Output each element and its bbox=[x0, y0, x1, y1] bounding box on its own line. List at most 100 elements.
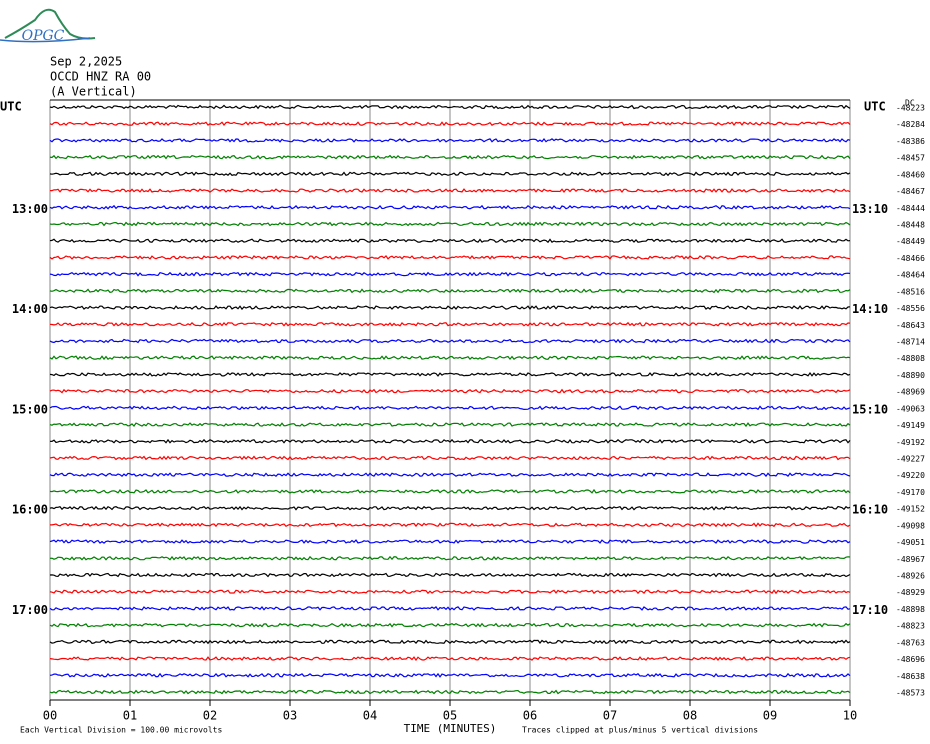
trace bbox=[49, 221, 851, 227]
dc-label: -49220 bbox=[896, 471, 925, 480]
dc-label: -48696 bbox=[896, 655, 925, 664]
component: (A Vertical) bbox=[50, 85, 137, 99]
dc-label: -48516 bbox=[896, 287, 925, 296]
x-tick-label: 08 bbox=[683, 709, 697, 723]
trace bbox=[49, 138, 851, 143]
trace bbox=[49, 455, 851, 461]
dc-label: -48386 bbox=[896, 137, 925, 146]
dc-label: -48444 bbox=[896, 204, 925, 213]
trace bbox=[49, 104, 851, 110]
trace bbox=[49, 305, 851, 311]
x-tick-label: 03 bbox=[283, 709, 297, 723]
x-tick-label: 06 bbox=[523, 709, 537, 723]
trace bbox=[49, 689, 851, 695]
x-tick-label: 09 bbox=[763, 709, 777, 723]
scale-note: Each Vertical Division = 100.00 microvol… bbox=[20, 726, 222, 735]
x-tick-label: 10 bbox=[843, 709, 857, 723]
dc-label: -48890 bbox=[896, 371, 925, 380]
trace bbox=[49, 639, 851, 645]
x-axis-label: TIME (MINUTES) bbox=[404, 722, 497, 735]
dc-label: -49063 bbox=[896, 404, 925, 413]
left-time-label: 16:00 bbox=[12, 503, 48, 517]
trace bbox=[50, 522, 851, 528]
dc-label: -48926 bbox=[896, 572, 925, 581]
dc-label: -49152 bbox=[896, 505, 925, 514]
dc-label: -48460 bbox=[896, 170, 925, 179]
left-axis-label: UTC bbox=[0, 100, 22, 114]
trace bbox=[49, 388, 851, 394]
subtitle: OCCD HNZ RA 00 bbox=[50, 70, 151, 84]
dc-label: -48448 bbox=[896, 221, 925, 230]
right-time-label: 17:10 bbox=[852, 603, 888, 617]
dc-label: -48808 bbox=[896, 354, 925, 363]
dc-label: -48638 bbox=[896, 672, 925, 681]
trace bbox=[49, 622, 851, 628]
x-tick-label: 05 bbox=[443, 709, 457, 723]
trace bbox=[49, 371, 851, 377]
dc-label: -48643 bbox=[896, 321, 925, 330]
dc-label: -48969 bbox=[896, 388, 925, 397]
right-axis-label: UTC bbox=[864, 100, 886, 114]
trace bbox=[49, 204, 851, 210]
left-time-label: 13:00 bbox=[12, 202, 48, 216]
trace bbox=[49, 154, 851, 160]
trace bbox=[49, 171, 851, 177]
trace bbox=[49, 488, 851, 494]
trace bbox=[49, 555, 851, 561]
trace bbox=[49, 656, 851, 662]
dc-label: -49227 bbox=[896, 455, 925, 464]
trace bbox=[49, 438, 851, 444]
trace bbox=[50, 188, 851, 194]
right-time-label: 13:10 bbox=[852, 202, 888, 216]
trace bbox=[49, 539, 851, 544]
dc-label: -48573 bbox=[896, 689, 925, 698]
dc-label: -48763 bbox=[896, 638, 925, 647]
logo-mark bbox=[4, 8, 96, 40]
dc-label: DC bbox=[905, 99, 915, 108]
dc-label: -48467 bbox=[896, 187, 925, 196]
x-tick-label: 04 bbox=[363, 709, 377, 723]
dc-label: -48464 bbox=[896, 271, 925, 280]
right-time-label: 16:10 bbox=[852, 503, 888, 517]
left-time-label: 15:00 bbox=[12, 402, 48, 416]
dc-label: -49051 bbox=[896, 538, 925, 547]
trace bbox=[49, 121, 851, 127]
trace bbox=[49, 589, 851, 595]
trace bbox=[49, 572, 851, 578]
trace bbox=[49, 606, 851, 611]
x-tick-label: 01 bbox=[123, 709, 137, 723]
trace bbox=[49, 405, 851, 411]
trace bbox=[49, 321, 851, 327]
trace bbox=[49, 422, 851, 428]
logo-mark bbox=[0, 37, 91, 43]
right-time-label: 15:10 bbox=[852, 402, 888, 416]
x-tick-label: 07 bbox=[603, 709, 617, 723]
dc-label: -48556 bbox=[896, 304, 925, 313]
dc-label: -48449 bbox=[896, 237, 925, 246]
dc-label: -49098 bbox=[896, 521, 925, 530]
trace bbox=[49, 672, 851, 678]
dc-label: -48223 bbox=[896, 104, 925, 113]
x-tick-label: 02 bbox=[203, 709, 217, 723]
dc-label: -48457 bbox=[896, 154, 925, 163]
dc-label: -48714 bbox=[896, 338, 925, 347]
dc-label: -48284 bbox=[896, 120, 925, 129]
dc-label: -49192 bbox=[896, 438, 925, 447]
trace bbox=[49, 288, 851, 294]
trace bbox=[49, 338, 851, 344]
dc-label: -49149 bbox=[896, 421, 925, 430]
trace bbox=[49, 472, 851, 478]
left-time-label: 14:00 bbox=[12, 302, 48, 316]
dc-label: -49170 bbox=[896, 488, 925, 497]
trace bbox=[49, 238, 851, 244]
clip-note: Traces clipped at plus/minus 5 vertical … bbox=[522, 726, 758, 735]
trace bbox=[49, 505, 851, 511]
trace bbox=[49, 355, 851, 361]
left-time-label: 17:00 bbox=[12, 603, 48, 617]
dc-label: -48823 bbox=[896, 622, 925, 631]
title: Sep 2,2025 bbox=[50, 55, 122, 69]
right-time-label: 14:10 bbox=[852, 302, 888, 316]
x-tick-label: 00 bbox=[43, 709, 57, 723]
logo-text: OPGC bbox=[22, 28, 65, 44]
